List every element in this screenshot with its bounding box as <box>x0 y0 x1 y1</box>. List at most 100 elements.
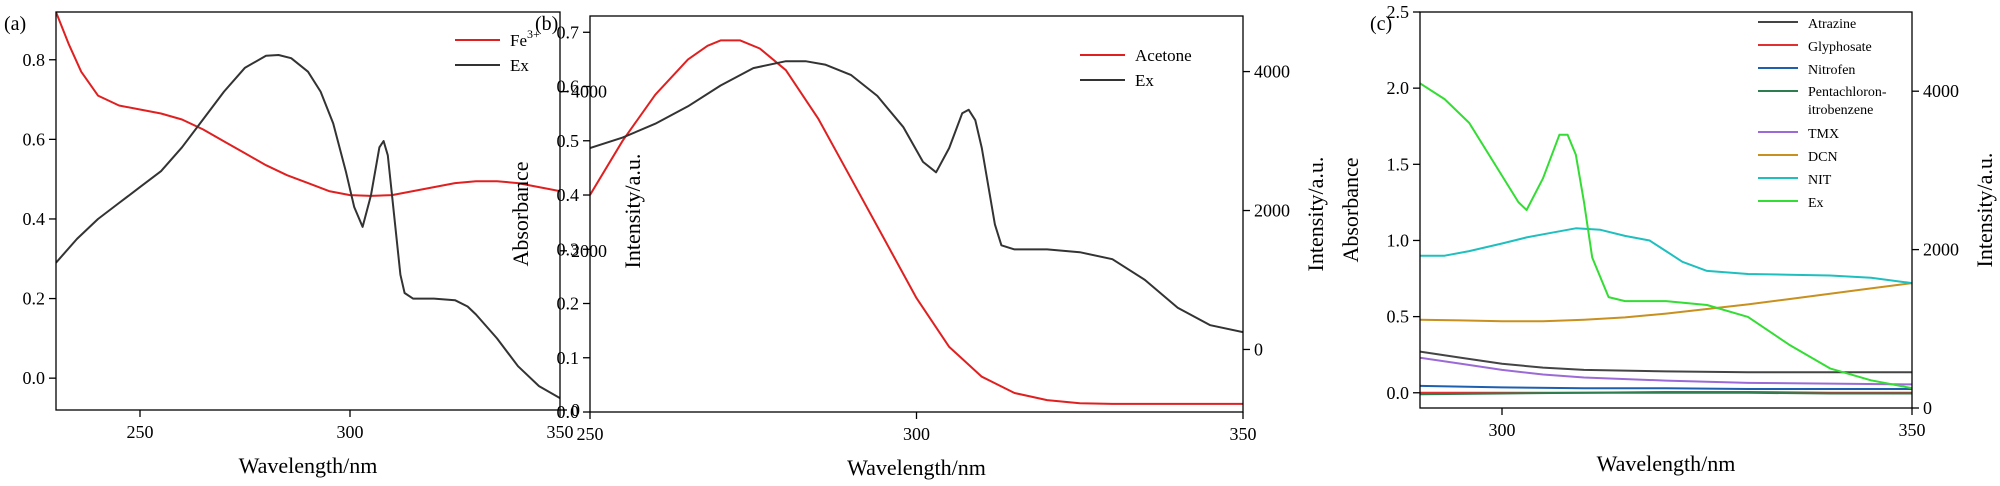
legend-label-text: Atrazine <box>1808 17 1856 32</box>
legend-label-text: Ex <box>1135 71 1154 90</box>
panel-label: (b) <box>535 13 558 35</box>
panel-label: (c) <box>1370 13 1392 35</box>
y-tick-label: 0.6 <box>23 129 46 149</box>
legend-label: Pentachloron- <box>1808 85 1887 100</box>
legend-label: Nitrofen <box>1808 63 1855 78</box>
legend-label: NIT <box>1808 173 1832 188</box>
series-line-ex <box>1420 82 1912 390</box>
legend-label-superscript: 3+ <box>527 27 540 41</box>
y-tick-label: 0.3 <box>557 239 580 259</box>
series-line-atrazine <box>1420 350 1912 374</box>
y-tick-label: 2.5 <box>1387 2 1410 22</box>
legend-item: Glyphosate <box>1758 40 1872 55</box>
x-tick-label: 350 <box>1230 424 1257 444</box>
legend-item: TMX <box>1758 127 1839 142</box>
x-tick-label: 350 <box>547 422 574 442</box>
y-tick-label: 0.4 <box>557 185 580 205</box>
y2-axis-title: Intensity/a.u. <box>1303 157 1328 272</box>
y-axis-title: Absorbance <box>1338 157 1363 262</box>
x-tick-label: 300 <box>337 422 364 442</box>
legend-label: Acetone <box>1135 46 1192 65</box>
x-axis-title: Wavelength/nm <box>239 453 378 478</box>
series-line-nit <box>1420 227 1912 285</box>
y-tick-label: 0.2 <box>557 294 580 314</box>
y-tick-label: 0.0 <box>557 402 580 422</box>
y2-tick-label: 2000 <box>1923 240 1959 260</box>
legend-label-text: Acetone <box>1135 46 1192 65</box>
y-tick-label: 0.1 <box>557 348 580 368</box>
y2-tick-label: 4000 <box>1254 62 1290 82</box>
series-line-tmx <box>1420 356 1912 386</box>
y-tick-label: 0.7 <box>557 22 580 42</box>
series-line-nitrofen <box>1420 384 1912 390</box>
panel-label: (a) <box>4 13 26 35</box>
y-tick-label: 0.2 <box>23 289 46 309</box>
legend-label: Ex <box>1135 71 1154 90</box>
x-tick-label: 250 <box>577 424 604 444</box>
y2-tick-label: 4000 <box>1923 81 1959 101</box>
legend-label: TMX <box>1808 127 1839 142</box>
legend-label: itrobenzene <box>1808 103 1873 118</box>
y2-tick-label: 2000 <box>1254 201 1290 221</box>
legend-item: Ex <box>1080 71 1154 90</box>
y-tick-label: 0.8 <box>23 50 46 70</box>
legend-label-text: DCN <box>1808 150 1838 165</box>
series-line-dcn <box>1420 282 1912 323</box>
legend-label-text: Glyphosate <box>1808 40 1872 55</box>
series-group <box>56 12 560 399</box>
legend-item: DCN <box>1758 150 1838 165</box>
legend-item: Pentachloron-itrobenzene <box>1758 85 1887 118</box>
legend-label: Fe3+ <box>510 27 540 50</box>
x-tick-label: 350 <box>1899 420 1926 440</box>
x-tick-label: 250 <box>127 422 154 442</box>
legend-label: Glyphosate <box>1808 40 1872 55</box>
series-line-fe <box>56 12 560 197</box>
y2-tick-label: 0 <box>1254 339 1263 359</box>
plot-frame <box>1419 11 1913 409</box>
x-axis-title: Wavelength/nm <box>1597 451 1736 476</box>
legend: Acetone Ex <box>1080 46 1192 90</box>
legend-label-text: Ex <box>510 56 529 75</box>
legend-label: Ex <box>510 56 529 75</box>
panel-c: 300 350 0.0 0.5 1.0 1.5 2.0 2.5 0 2000 4000 Wavelen… <box>1338 2 1997 476</box>
x-axis-title: Wavelength/nm <box>847 455 986 480</box>
legend-label-text: Nitrofen <box>1808 63 1855 78</box>
y-tick-label: 1.0 <box>1387 230 1410 250</box>
legend-label: Atrazine <box>1808 17 1856 32</box>
x-tick-label: 300 <box>1489 420 1516 440</box>
y2-tick-label: 0 <box>1923 398 1932 418</box>
series-line-pentachloronitrobenzene <box>1420 391 1912 396</box>
series-line-acetone <box>590 39 1243 405</box>
legend-label-text: TMX <box>1808 127 1839 142</box>
y2-tick-label: 2000 <box>571 241 607 261</box>
legend-label-text: Ex <box>1808 196 1824 211</box>
y-tick-label: 0.0 <box>23 368 46 388</box>
panel-a: 250 300 3500.00.20.40.60.8020004000Wavelen… <box>4 11 645 478</box>
y2-tick-label: 4000 <box>571 82 607 102</box>
series-group <box>590 39 1243 405</box>
legend-item: Atrazine <box>1758 17 1856 32</box>
y-tick-label: 0.5 <box>1387 307 1410 327</box>
legend-item: Acetone <box>1080 46 1192 65</box>
legend-label-text: NIT <box>1808 173 1832 188</box>
series-line-ex <box>56 54 560 399</box>
y-tick-label: 0.0 <box>1387 383 1410 403</box>
y-tick-label: 0.5 <box>557 131 580 151</box>
y2-axis-title: Intensity/a.u. <box>620 154 645 269</box>
legend-item: Fe3+ <box>455 27 540 50</box>
legend-item: Ex <box>1758 196 1824 211</box>
legend-label-text: Fe <box>510 31 527 50</box>
y-tick-label: 0.6 <box>557 77 580 97</box>
y-tick-label: 2.0 <box>1387 78 1410 98</box>
legend-label: DCN <box>1808 150 1838 165</box>
legend-item: Ex <box>455 56 529 75</box>
y-tick-label: 1.5 <box>1387 154 1410 174</box>
panel-b: 250 300 3500.00.10.20.30.40.50.60.70200040… <box>508 13 1328 480</box>
legend-item: Nitrofen <box>1758 63 1855 78</box>
y-tick-label: 0.4 <box>23 209 46 229</box>
legend: Atrazine Glyphosate Nitrofen Pentachloron-i… <box>1758 17 1887 211</box>
legend-label: Ex <box>1808 196 1824 211</box>
legend-item: NIT <box>1758 173 1832 188</box>
